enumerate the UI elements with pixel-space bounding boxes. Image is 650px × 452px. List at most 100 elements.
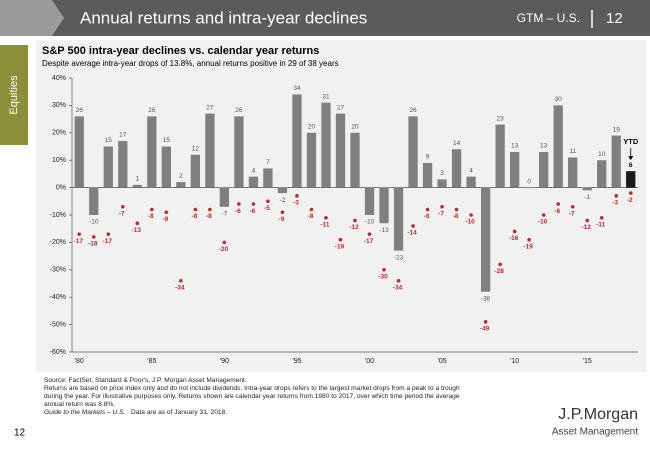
bar-label: -7 (221, 210, 227, 217)
bar-label: 20 (308, 124, 316, 131)
bar-label: 2 (179, 173, 183, 180)
bar-label: 4 (469, 167, 473, 174)
bar-label: 9 (426, 154, 430, 161)
bar (74, 116, 84, 188)
point-label: -10 (465, 219, 475, 226)
bar (205, 113, 215, 188)
point (585, 218, 590, 223)
bar-label: -38 (481, 295, 491, 302)
chart-panel (36, 40, 646, 372)
point (570, 204, 575, 209)
bar (509, 151, 520, 188)
bar (321, 102, 331, 188)
point (440, 204, 444, 209)
point-label: -8 (308, 213, 314, 220)
bar (393, 187, 404, 251)
bar (335, 113, 346, 188)
bar (597, 160, 607, 188)
bar (292, 94, 302, 188)
bar (466, 176, 476, 188)
point-label: -34 (393, 284, 403, 291)
bar (480, 187, 491, 292)
bar (568, 157, 578, 188)
section-label: Equities (8, 75, 20, 115)
point (324, 215, 328, 220)
point (527, 237, 531, 242)
bar-label: -10 (89, 219, 99, 226)
point-label: -7 (119, 210, 125, 217)
point (498, 262, 502, 267)
point-label: -13 (132, 227, 142, 234)
bar-label: 26 (235, 107, 243, 114)
bar (582, 187, 592, 191)
bar-label: 20 (351, 124, 359, 131)
bar (132, 184, 142, 188)
point (483, 320, 488, 324)
point (208, 207, 212, 212)
point-label: -9 (162, 216, 168, 223)
point-label: -17 (74, 238, 84, 245)
point-label: -6 (250, 208, 256, 215)
bar (147, 116, 157, 188)
plot: -60% -50% -40% -30% -20% -10% 0% 10% 20% 30% 40% '8… (50, 75, 639, 365)
point (164, 210, 169, 215)
footnote-guide: Guide to the Markets – U.S. (44, 409, 126, 416)
point-label: -12 (349, 224, 359, 231)
point (628, 191, 633, 195)
bar (89, 187, 99, 215)
point-label: -12 (582, 224, 592, 231)
bar-label: 27 (337, 104, 345, 111)
point-label: -8 (148, 213, 154, 220)
bar (103, 146, 113, 188)
bar-label: 6 (629, 162, 633, 169)
footnote: Source: FactSet, Standard & Poor's, J.P.… (44, 377, 247, 384)
y-tick-label: -60% (50, 349, 66, 356)
point (338, 237, 343, 242)
point (266, 199, 270, 204)
bar-label: 26 (76, 107, 84, 114)
point-label: -17 (364, 238, 374, 245)
bar (306, 132, 317, 188)
bar-label: 23 (497, 115, 505, 122)
bar (190, 154, 201, 188)
header-page: 12 (606, 10, 623, 27)
point-label: -11 (596, 221, 605, 228)
x-tick-label: '10 (510, 358, 519, 365)
bar (364, 187, 375, 215)
header-title: Annual returns and intra-year declines (80, 8, 367, 27)
bar (451, 149, 462, 188)
bar-label: 7 (266, 159, 270, 166)
point-label: -28 (494, 268, 504, 275)
header-arrow (0, 0, 64, 36)
y-tick-label: 30% (52, 102, 66, 109)
x-tick-label: '80 (75, 358, 84, 365)
section-tab (0, 45, 28, 145)
bar-label: 1 (135, 176, 139, 183)
point-label: -8 (191, 213, 197, 220)
bar (350, 132, 360, 188)
bar-label: -1 (584, 194, 590, 201)
point (469, 213, 473, 217)
bar-label: 12 (192, 145, 200, 152)
y-tick-label: 10% (52, 157, 66, 164)
x-tick-label: '85 (147, 358, 156, 365)
annotation: YTD (623, 137, 639, 146)
bar (437, 179, 447, 188)
header-bar (0, 0, 650, 36)
point (411, 224, 415, 228)
bar-label: 3 (440, 170, 444, 177)
point (454, 207, 459, 212)
x-tick-label: '05 (438, 358, 447, 365)
point-label: -3 (612, 200, 618, 207)
point (193, 207, 198, 212)
point (150, 207, 154, 212)
point (135, 221, 140, 226)
y-tick-label: -50% (50, 321, 66, 328)
bar (422, 162, 433, 188)
page-number: 12 (14, 428, 26, 439)
point (295, 194, 299, 198)
bar-label: 19 (613, 126, 621, 133)
point-label: -20 (219, 246, 229, 253)
